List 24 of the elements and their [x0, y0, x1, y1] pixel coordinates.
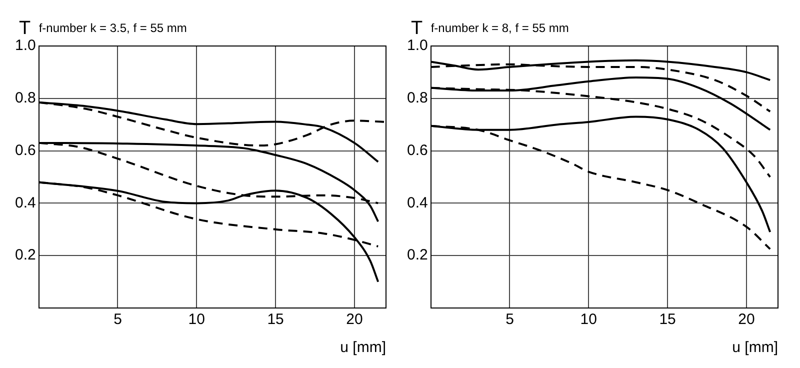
- chart-title: f-number k = 3.5, f = 55 mm: [38, 21, 187, 35]
- y-tick-label: 0.8: [406, 90, 428, 107]
- y-tick-label: 0.2: [14, 246, 36, 264]
- y-tick-label: 0.4: [14, 194, 36, 212]
- x-tick-label: 15: [659, 311, 676, 328]
- x-tick-label: 20: [346, 311, 363, 328]
- y-tick-label: 0.8: [14, 90, 36, 107]
- x-tick-label: 5: [114, 311, 122, 328]
- y-tick-label: 0.4: [406, 194, 428, 212]
- y-tick-label: 0.2: [406, 246, 428, 264]
- x-tick-label: 5: [506, 311, 514, 328]
- x-axis-title: u [mm]: [340, 339, 386, 356]
- x-tick-label: 15: [267, 311, 284, 328]
- x-tick-label: 20: [738, 311, 755, 328]
- x-axis-title: u [mm]: [732, 339, 778, 356]
- y-tick-label: 1.0: [406, 37, 428, 54]
- y-tick-label: 1.0: [14, 37, 36, 54]
- y-axis-title: T: [19, 18, 32, 39]
- y-axis-title: T: [411, 18, 424, 39]
- y-tick-label: 0.6: [14, 142, 36, 159]
- chart-title: f-number k = 8, f = 55 mm: [430, 21, 569, 35]
- y-tick-label: 0.6: [406, 142, 428, 159]
- x-tick-label: 10: [188, 311, 205, 328]
- x-tick-label: 10: [580, 311, 597, 328]
